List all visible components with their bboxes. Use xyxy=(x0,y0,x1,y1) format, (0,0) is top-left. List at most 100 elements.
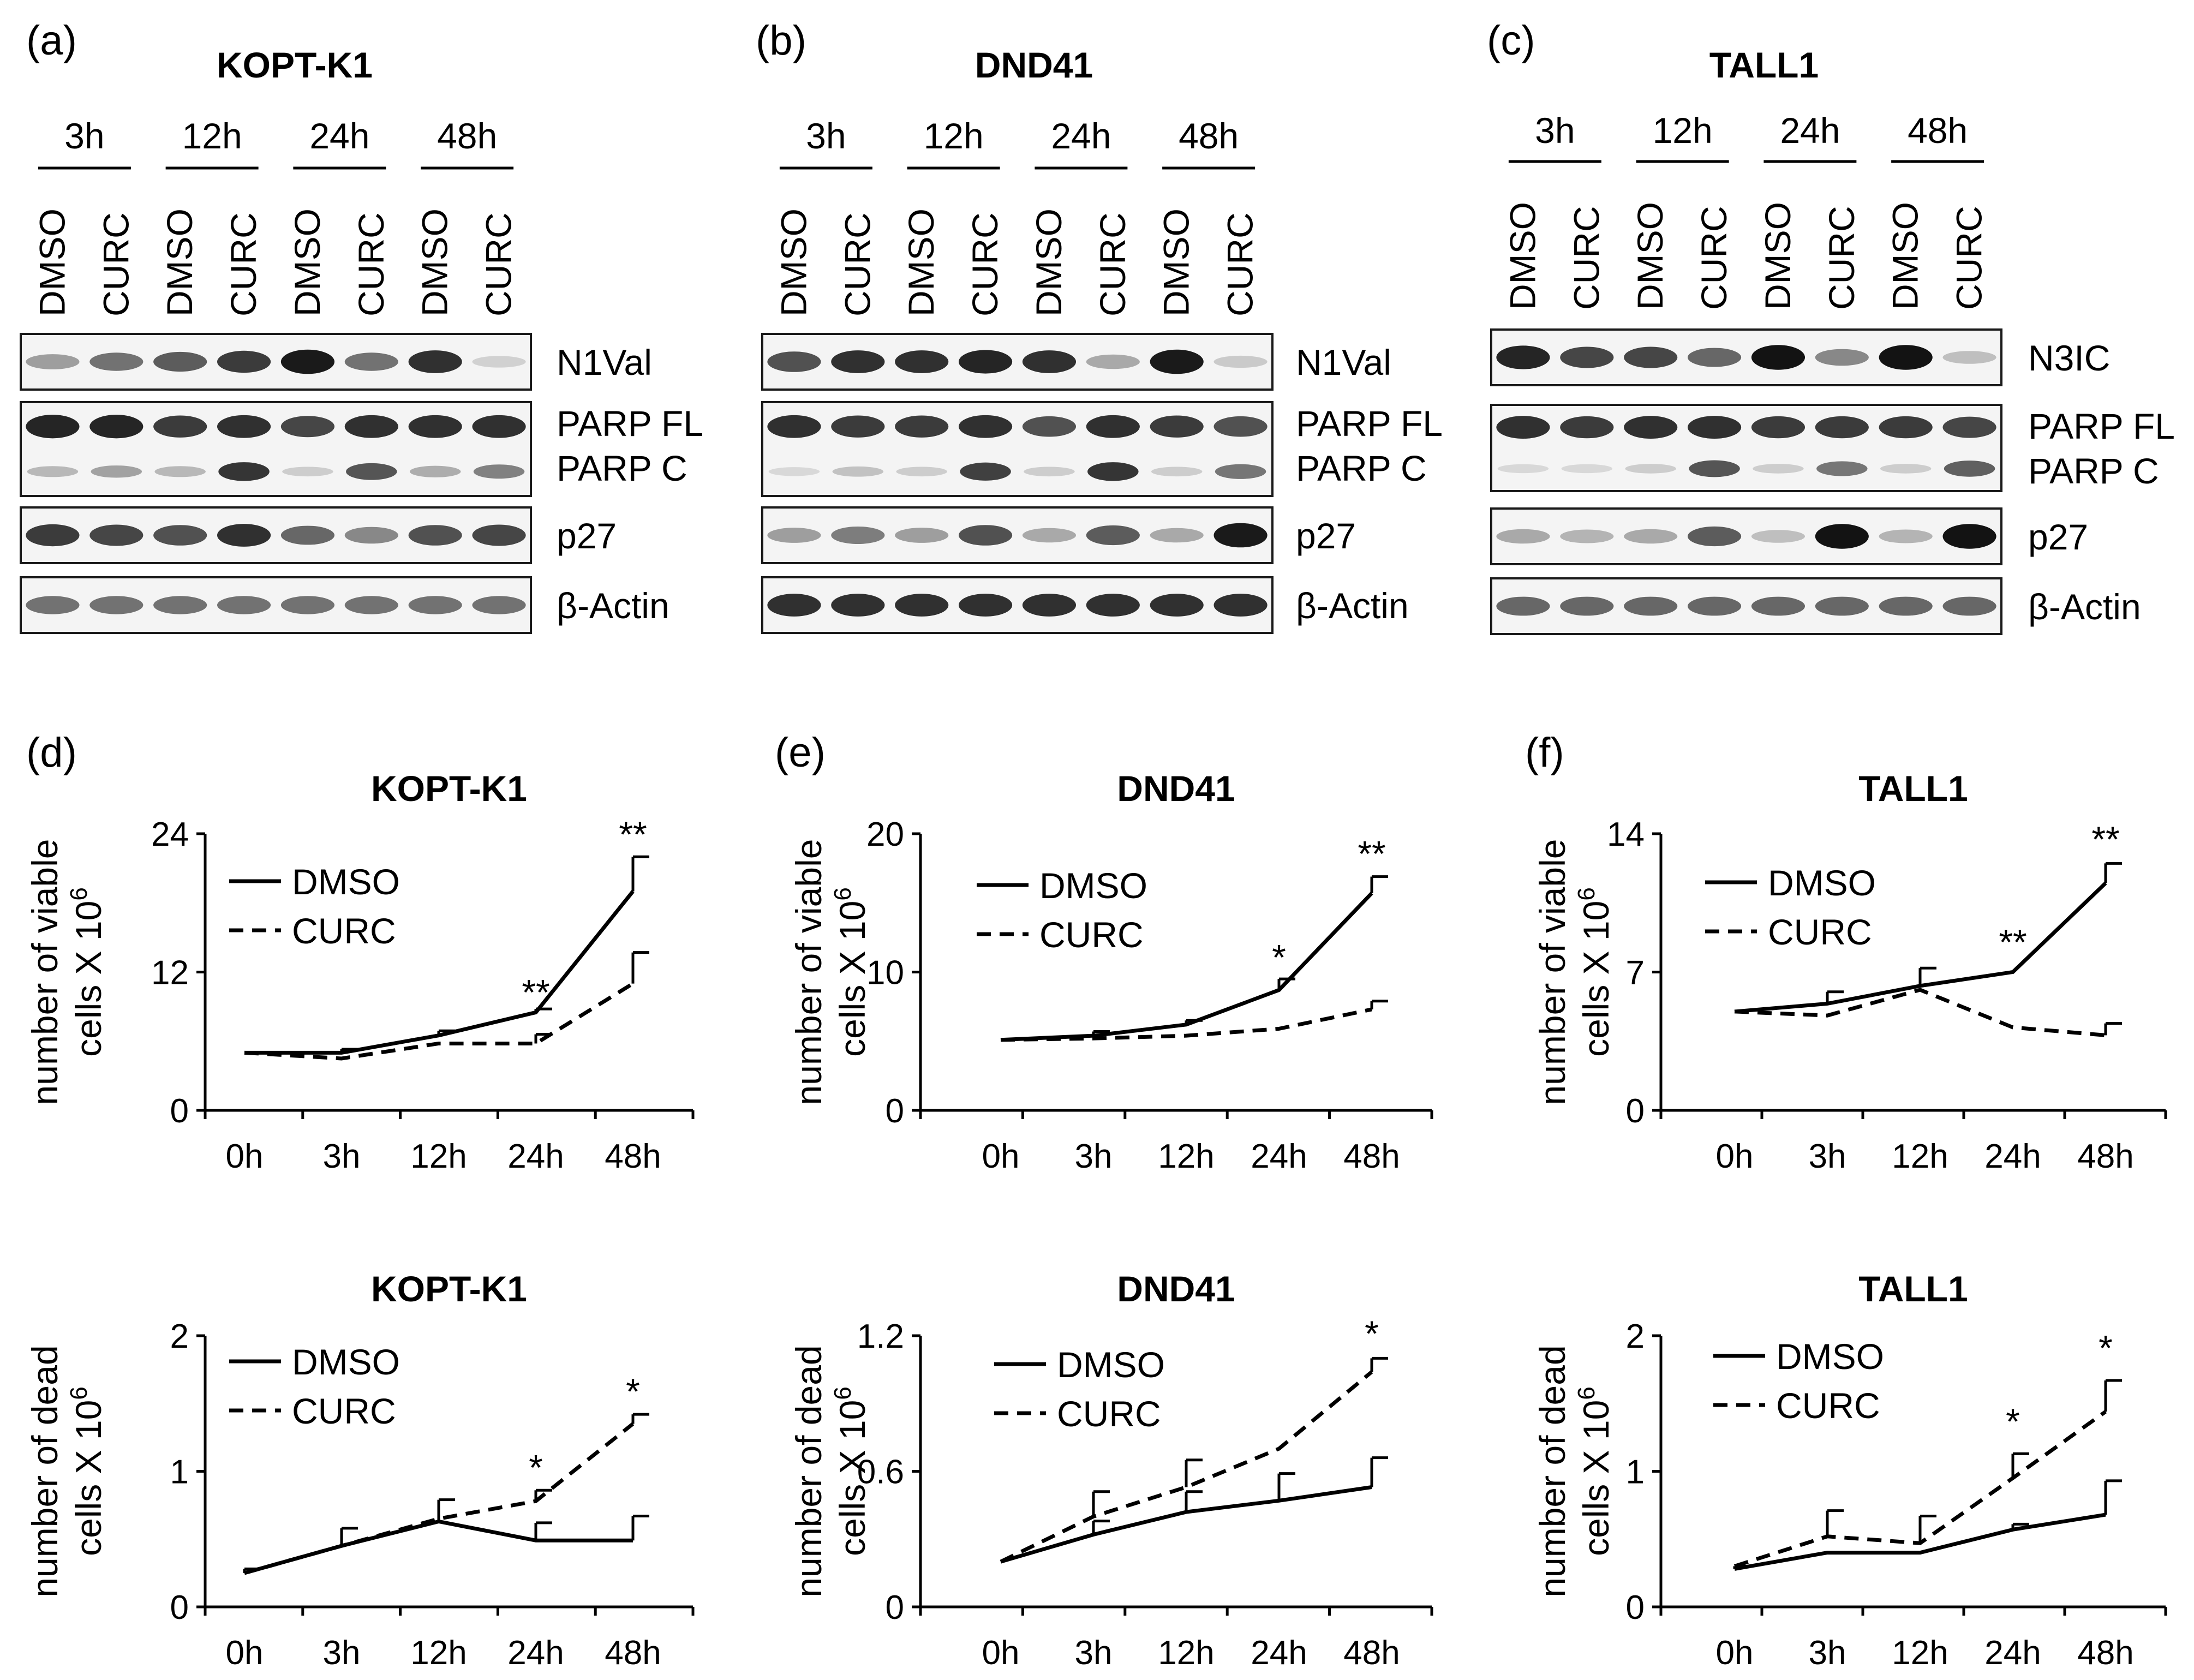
protein-band-cleaved xyxy=(1880,464,1932,474)
legend-label: CURC xyxy=(292,1391,396,1431)
chart-title: KOPT-K1 xyxy=(371,1269,527,1309)
significance-marker: * xyxy=(529,1447,543,1487)
protein-band xyxy=(831,415,885,438)
protein-band xyxy=(1942,351,1996,364)
x-tick-label: 0h xyxy=(226,1138,264,1175)
band-label: PARP FL xyxy=(1296,403,1443,444)
blot-panel-kopt-k1: (a) KOPT-K1 3h 12h 24h 48h DMSO CURC DMSO CURC DMS… xyxy=(20,17,703,634)
protein-band xyxy=(1560,596,1614,616)
western-blot-panels: (a) KOPT-K1 3h 12h 24h 48h DMSO CURC DMSO CURC DMS… xyxy=(20,17,2175,635)
protein-band xyxy=(280,416,335,438)
y-tick-label: 0 xyxy=(170,1589,189,1627)
protein-band xyxy=(344,596,398,614)
y-axis-label-units: cells X 106 xyxy=(1573,1386,1616,1556)
panel-title: DND41 xyxy=(975,45,1093,85)
blot-strip xyxy=(761,401,1274,497)
lane-label: CURC xyxy=(1694,206,1734,310)
protein-band xyxy=(1751,345,1806,370)
panel-title: TALL1 xyxy=(1709,45,1819,85)
protein-band xyxy=(1942,596,1996,616)
protein-band xyxy=(1624,346,1678,368)
protein-band xyxy=(26,415,80,439)
legend-label: CURC xyxy=(1776,1385,1880,1426)
timepoint-label: 3h xyxy=(1535,110,1575,151)
protein-band xyxy=(408,596,462,614)
protein-band xyxy=(344,415,398,438)
series-line-curc xyxy=(1000,1370,1373,1564)
protein-band xyxy=(1560,346,1614,368)
chart-5-tall1: TALL1 0 1 2 0h 3h 12h 24h 48h number of dead cells… xyxy=(1532,1269,2167,1672)
panel-letter: (f) xyxy=(1525,730,1564,776)
band-label: β-Actin xyxy=(2028,587,2141,627)
legend-label: DMSO xyxy=(1768,863,1876,903)
panel-title: KOPT-K1 xyxy=(217,45,373,85)
protein-band xyxy=(1213,416,1268,437)
significance-marker: ** xyxy=(1999,922,2026,962)
protein-band xyxy=(1879,596,1933,616)
protein-band xyxy=(89,596,144,614)
protein-band xyxy=(767,594,821,617)
y-tick-label: 2 xyxy=(170,1318,189,1355)
band-label: p27 xyxy=(557,516,617,556)
lane-label: CURC xyxy=(223,212,264,316)
chart-title: DND41 xyxy=(1117,768,1235,809)
protein-band xyxy=(472,596,526,614)
x-tick-label: 3h xyxy=(1809,1138,1846,1175)
protein-band xyxy=(1086,415,1140,438)
protein-band xyxy=(1150,528,1204,543)
protein-band-cleaved xyxy=(1087,462,1139,481)
panel-letter: (a) xyxy=(26,17,77,64)
protein-band xyxy=(1879,345,1933,370)
protein-band xyxy=(767,528,821,543)
lane-label: CURC xyxy=(965,212,1005,316)
x-tick-label: 3h xyxy=(1075,1634,1113,1672)
protein-band xyxy=(1815,596,1869,616)
x-tick-label: 0h xyxy=(226,1634,264,1672)
protein-band xyxy=(1687,596,1742,616)
y-axis-label: number of viable xyxy=(1532,839,1573,1105)
protein-band-cleaved xyxy=(1561,464,1613,474)
y-axis-label: number of dead xyxy=(788,1345,829,1597)
protein-band-cleaved xyxy=(91,465,142,478)
protein-band xyxy=(26,524,80,547)
protein-band xyxy=(472,356,526,368)
y-tick-label: 0.6 xyxy=(857,1454,904,1491)
x-tick-label: 12h xyxy=(1158,1138,1214,1175)
protein-band xyxy=(958,350,1013,374)
series-line-curc xyxy=(1734,988,2106,1037)
band-label: PARP FL xyxy=(557,403,703,444)
band-label: p27 xyxy=(1296,516,1356,556)
x-tick-label: 0h xyxy=(982,1138,1020,1175)
protein-band-cleaved xyxy=(1151,467,1203,477)
chart-2-tall1: (f) TALL1 0 7 14 0h 3h 12h 24h 48h number of viabl… xyxy=(1525,730,2167,1175)
lane-label: DMSO xyxy=(1156,208,1197,316)
protein-band xyxy=(895,528,949,543)
significance-marker: * xyxy=(2099,1328,2113,1368)
y-tick-label: 0 xyxy=(1626,1092,1645,1130)
legend-label: DMSO xyxy=(292,1342,400,1382)
protein-band xyxy=(153,525,207,546)
protein-band-cleaved xyxy=(409,465,461,477)
protein-band xyxy=(472,524,526,546)
chart-3-kopt-k1: KOPT-K1 0 1 2 0h 3h 12h 24h 48h number of dead cel… xyxy=(25,1269,695,1672)
protein-band xyxy=(153,351,207,372)
protein-band xyxy=(1022,350,1077,373)
lane-label: DMSO xyxy=(1757,202,1798,310)
lane-label: DMSO xyxy=(1502,202,1543,310)
significance-marker: ** xyxy=(619,814,647,854)
protein-band xyxy=(1942,524,1996,549)
protein-band-cleaved xyxy=(1625,464,1676,474)
x-tick-label: 3h xyxy=(1075,1138,1113,1175)
protein-band xyxy=(408,525,462,546)
x-tick-label: 3h xyxy=(323,1138,361,1175)
protein-band-cleaved xyxy=(1689,460,1740,477)
legend-label: CURC xyxy=(1768,912,1872,952)
x-tick-label: 24h xyxy=(1984,1634,2041,1672)
band-label: β-Actin xyxy=(557,585,669,626)
lane-label: CURC xyxy=(837,212,877,316)
protein-band xyxy=(1815,349,1869,366)
y-tick-label: 24 xyxy=(151,816,189,853)
lane-label: DMSO xyxy=(1885,202,1926,310)
significance-marker: * xyxy=(626,1371,640,1412)
